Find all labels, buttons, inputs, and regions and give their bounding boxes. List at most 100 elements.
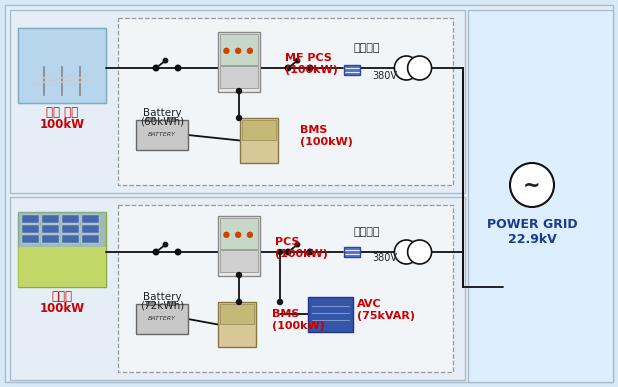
Bar (82, 235, 99, 243)
Bar (218, 302, 256, 347)
Circle shape (307, 249, 313, 255)
Bar (136, 304, 188, 334)
Circle shape (235, 48, 240, 53)
Text: 100kW: 100kW (40, 303, 85, 315)
Text: MF PCS: MF PCS (285, 53, 332, 63)
Bar (220, 304, 254, 324)
Bar (344, 247, 360, 257)
Bar (118, 18, 453, 185)
Bar (82, 215, 99, 223)
Bar (146, 117, 154, 121)
Circle shape (307, 65, 313, 71)
Text: 전력량계: 전력량계 (353, 43, 380, 53)
Bar (220, 67, 258, 88)
Text: (100kW): (100kW) (285, 65, 338, 75)
Bar (146, 301, 154, 305)
Text: Battery: Battery (143, 292, 181, 302)
Bar (42, 215, 59, 223)
Bar (167, 117, 175, 121)
Text: 태양광: 태양광 (51, 291, 72, 303)
Bar (218, 32, 260, 92)
Bar (118, 205, 453, 372)
Circle shape (510, 163, 554, 207)
Bar (344, 65, 360, 75)
Text: Battery: Battery (143, 108, 181, 118)
Circle shape (408, 56, 431, 80)
Text: PCS: PCS (275, 237, 300, 247)
Bar (18, 212, 106, 287)
Bar (42, 225, 59, 233)
Circle shape (295, 58, 300, 63)
Text: (100kW): (100kW) (272, 321, 325, 331)
Bar (240, 118, 278, 163)
Bar (167, 301, 175, 305)
Circle shape (163, 58, 167, 63)
Bar (18, 28, 106, 103)
Bar (22, 225, 39, 233)
Text: 380V: 380V (372, 253, 397, 263)
Circle shape (247, 48, 252, 53)
Circle shape (235, 232, 240, 237)
Text: ~: ~ (523, 176, 541, 196)
Circle shape (237, 272, 242, 277)
Circle shape (237, 300, 242, 305)
Bar (220, 218, 258, 249)
Bar (468, 10, 613, 382)
Text: 100kW: 100kW (40, 118, 85, 130)
Text: (100kW): (100kW) (300, 137, 353, 147)
Bar (10, 10, 465, 193)
Text: (60kWh): (60kWh) (140, 117, 184, 127)
Circle shape (394, 56, 418, 80)
Bar (18, 247, 106, 287)
Text: 380V: 380V (372, 71, 397, 81)
Circle shape (153, 249, 159, 255)
Text: BMS: BMS (300, 125, 328, 135)
Circle shape (295, 242, 300, 247)
Bar (10, 197, 465, 380)
Text: AVC: AVC (357, 299, 382, 309)
Circle shape (237, 115, 242, 120)
Bar (62, 225, 79, 233)
Circle shape (153, 65, 159, 71)
Circle shape (224, 232, 229, 237)
Circle shape (237, 89, 242, 94)
Text: BATTERY: BATTERY (148, 132, 176, 137)
Bar (220, 250, 258, 272)
Bar (136, 120, 188, 150)
Text: 소형 풍력: 소형 풍력 (46, 106, 78, 118)
Circle shape (224, 48, 229, 53)
Bar (218, 216, 260, 276)
Circle shape (163, 242, 167, 247)
Bar (62, 215, 79, 223)
Circle shape (175, 65, 181, 71)
Circle shape (394, 240, 418, 264)
Circle shape (277, 300, 282, 305)
Circle shape (286, 66, 290, 70)
Bar (22, 215, 39, 223)
Circle shape (408, 240, 431, 264)
Bar (18, 212, 106, 247)
Circle shape (285, 249, 291, 255)
Text: 전력량계: 전력량계 (353, 227, 380, 237)
Text: (100kW): (100kW) (275, 249, 328, 259)
Circle shape (154, 250, 158, 254)
Bar (308, 297, 353, 332)
Bar (220, 34, 258, 65)
Circle shape (286, 250, 290, 254)
Text: POWER GRID
22.9kV: POWER GRID 22.9kV (487, 218, 577, 246)
Bar (42, 235, 59, 243)
Circle shape (277, 250, 282, 255)
Text: (72kWh): (72kWh) (140, 301, 184, 311)
Text: (75kVAR): (75kVAR) (357, 311, 415, 321)
Bar (242, 120, 276, 140)
Circle shape (247, 232, 252, 237)
Bar (82, 225, 99, 233)
Bar (18, 28, 106, 103)
Text: BMS: BMS (272, 309, 299, 319)
Circle shape (285, 65, 291, 71)
Text: BATTERY: BATTERY (148, 317, 176, 322)
Bar (22, 235, 39, 243)
Circle shape (175, 249, 181, 255)
Circle shape (154, 66, 158, 70)
Bar (62, 235, 79, 243)
